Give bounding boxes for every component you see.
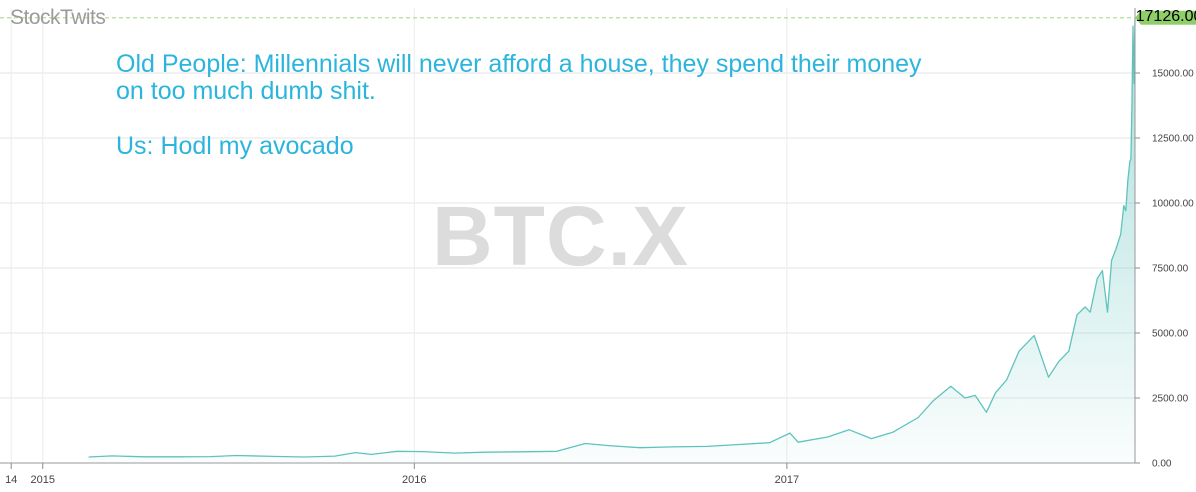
y-tick-label: 7500.00 xyxy=(1152,264,1189,275)
y-tick-label: 15000.00 xyxy=(1152,69,1194,80)
x-tick-label: 2016 xyxy=(402,474,426,486)
y-tick-label: 5000.00 xyxy=(1152,329,1189,340)
x-tick-label: 2015 xyxy=(31,474,55,486)
price-area-fill xyxy=(88,17,1136,463)
ticker-watermark: BTC.X xyxy=(432,189,689,283)
y-tick-label: 0.00 xyxy=(1152,459,1172,470)
current-price-pointer xyxy=(1135,10,1141,25)
x-tick-label: 2017 xyxy=(775,474,799,486)
current-price-box xyxy=(1141,10,1196,25)
y-tick-label: 2500.00 xyxy=(1152,394,1189,405)
annotation-line-3: Us: Hodl my avocado xyxy=(116,132,354,160)
current-price-label: 17126.00 xyxy=(1136,8,1196,25)
annotation-line-1: Old People: Millennials will never affor… xyxy=(116,50,922,78)
current-price-badge: 17126.00 xyxy=(0,8,1196,25)
x-tick-label: 14 xyxy=(5,474,17,486)
chart-axes: 0.00 2500.00 5000.00 7500.00 10000.00 12500.0… xyxy=(0,8,1194,486)
stocktwits-logo: StockTwits xyxy=(10,6,106,29)
annotation-line-2: on too much dumb shit. xyxy=(116,77,376,105)
y-tick-label: 10000.00 xyxy=(1152,199,1194,210)
y-tick-label: 12500.00 xyxy=(1152,134,1194,145)
price-area-layer xyxy=(88,17,1136,463)
